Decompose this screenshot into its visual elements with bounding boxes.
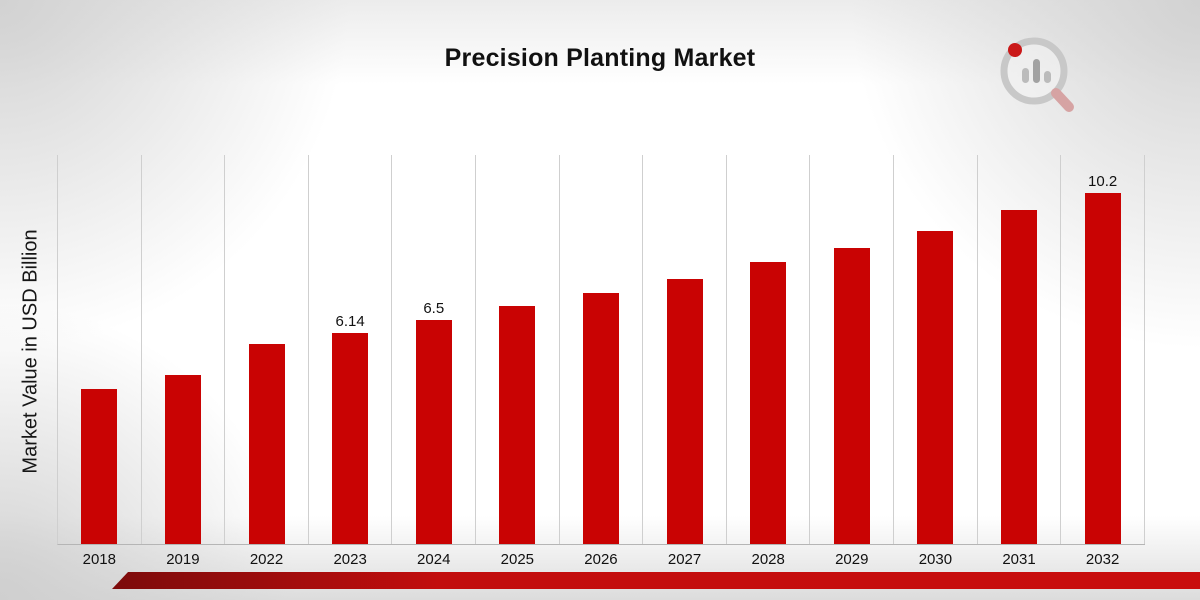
chart-title: Precision Planting Market (444, 44, 756, 72)
y-axis-label: Market Value in USD Billion (19, 229, 42, 474)
bar (248, 344, 285, 544)
bar-value-label: 10.2 (1088, 172, 1118, 190)
x-tick-label: 2029 (835, 551, 869, 568)
bar (81, 389, 118, 544)
x-tick-label: 2023 (333, 551, 367, 568)
bar-column: 10.2 2032 (1061, 155, 1145, 568)
x-tick-label: 2032 (1085, 551, 1120, 568)
plot-area: 2018 2019 2022 6.14 2023 6.5 2024 2025 2026 2027 2… (57, 155, 1145, 568)
bar-column: 2026 (560, 155, 644, 568)
x-tick-label: 2028 (751, 551, 785, 568)
x-tick-label: 2026 (584, 551, 618, 568)
bar (833, 247, 870, 544)
bar-column: 2022 (225, 155, 309, 568)
bar-column: 2027 (643, 155, 727, 568)
x-tick-label: 2019 (166, 551, 200, 568)
bar-value-label: 6.14 (335, 312, 365, 330)
x-tick-label: 2031 (1002, 551, 1036, 568)
bar-column: 2031 (978, 155, 1062, 568)
x-tick-label: 2027 (667, 551, 702, 568)
x-tick-label: 2030 (918, 551, 953, 568)
bar-column: 6.5 2024 (392, 155, 477, 568)
bar-column: 2018 (58, 155, 142, 568)
bar-column: 6.14 2023 (309, 155, 393, 568)
bar (499, 306, 536, 544)
bar (917, 230, 954, 544)
x-tick-label: 2018 (82, 551, 116, 568)
x-tick-label: 2022 (249, 551, 284, 568)
x-tick-label: 2025 (500, 551, 535, 568)
bar (332, 332, 369, 544)
bar-column: 2029 (810, 155, 895, 568)
bar-column: 2030 (894, 155, 978, 568)
bar (1084, 192, 1121, 544)
bar (750, 261, 787, 544)
bar-column: 2028 (727, 155, 811, 568)
x-tick-label: 2024 (417, 551, 451, 568)
bar-value-label: 6.5 (423, 300, 445, 318)
logo-red-dot (1008, 43, 1022, 57)
bar (415, 320, 452, 544)
magnifier-handle (1051, 88, 1074, 112)
bar (1001, 210, 1037, 544)
bar (164, 375, 201, 544)
bar-column: 2025 (476, 155, 560, 568)
bottom-ribbon (112, 572, 1200, 589)
bar-chart-magnifier-icon (1000, 37, 1074, 112)
brand-logo (988, 28, 1080, 120)
bar (666, 278, 703, 544)
bar-column: 2019 (142, 155, 226, 568)
bar (582, 292, 619, 544)
